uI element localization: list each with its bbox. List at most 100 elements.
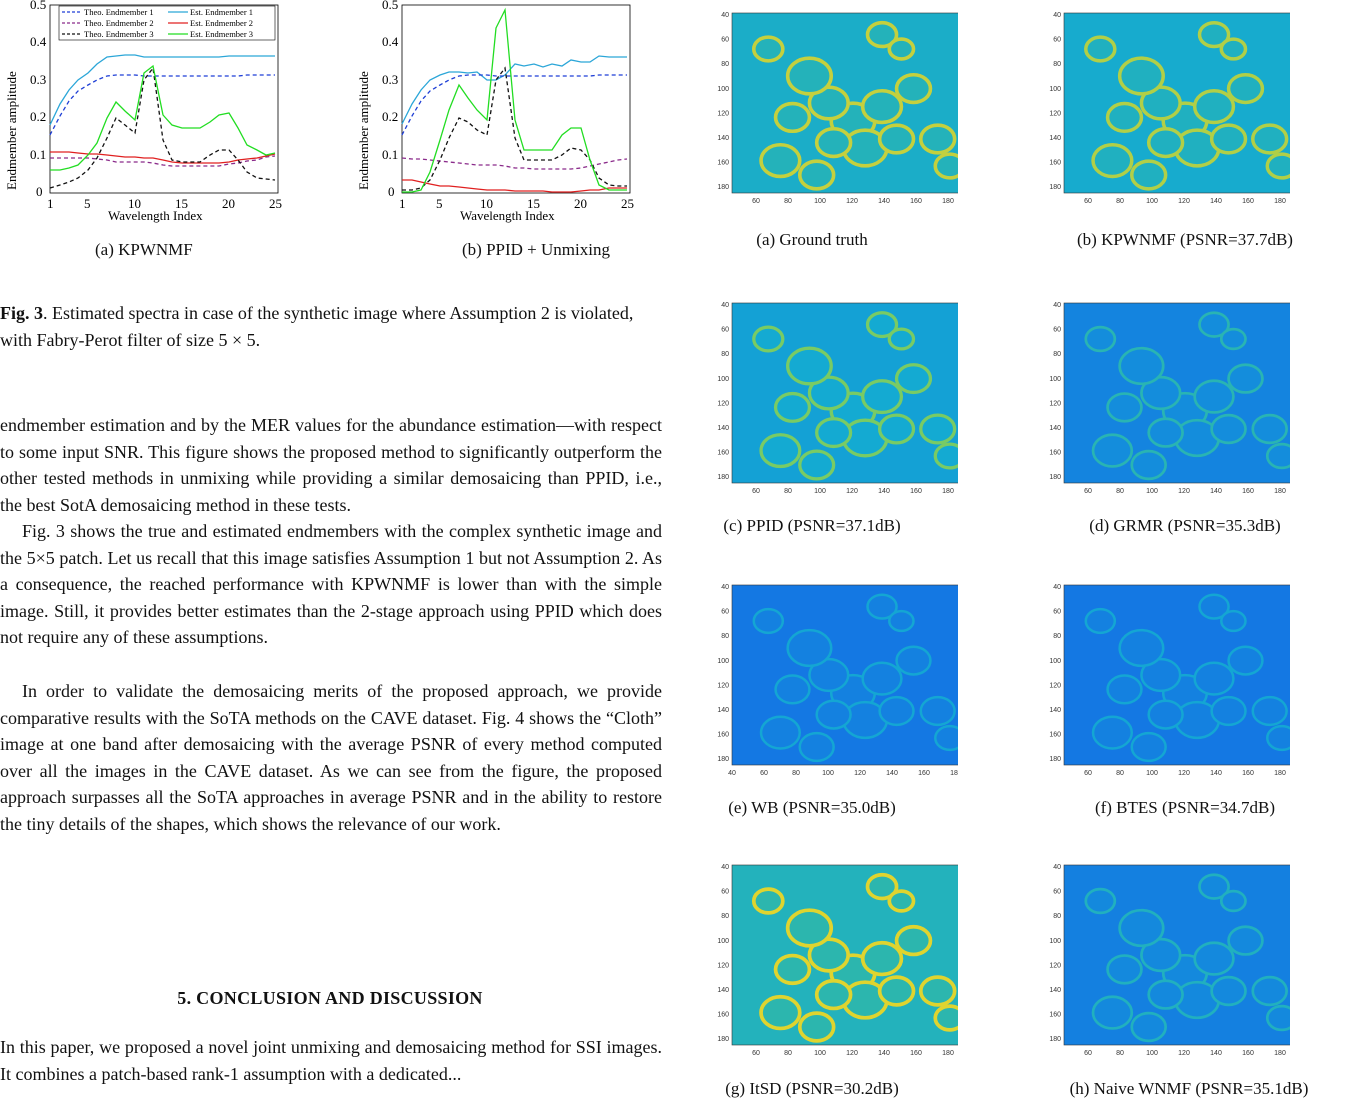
fig4-ytick: 40: [1053, 302, 1061, 309]
fig4-xtick: 100: [822, 770, 834, 777]
legend-theo2: Theo. Endmember 2: [84, 18, 154, 28]
fig4-xtick: 60: [1084, 488, 1092, 495]
fig4-xtick: 100: [1146, 198, 1158, 205]
fig4-xtick: 180: [942, 198, 954, 205]
fig4-ytick: 60: [1053, 609, 1061, 616]
fig4-xtick: 140: [1210, 488, 1222, 495]
fig4-panel: 40 60 80 100 120 140 160 180 60 80 100 120 140 160 180: [708, 857, 958, 1057]
fig4-xtick: 80: [792, 770, 800, 777]
fig4-xtick: 80: [784, 198, 792, 205]
paragraph-2: Fig. 3 shows the true and estimated endm…: [0, 521, 662, 647]
fig4-ytick: 140: [1049, 707, 1061, 714]
fig3b-ytick: 0: [388, 184, 395, 199]
fig4-caption: (b) KPWNMF (PSNR=37.7dB): [1077, 230, 1293, 249]
fig4-xtick: 100: [1146, 1050, 1158, 1057]
fig4-ytick: 120: [717, 682, 729, 689]
fig4-ytick: 80: [721, 633, 729, 640]
fig4-ytick: 40: [1053, 584, 1061, 591]
paragraph-3: In order to validate the demosaicing mer…: [0, 681, 662, 834]
fig4-ytick: 40: [721, 12, 729, 19]
fig4-ytick: 60: [1053, 327, 1061, 334]
fig4-xtick: 160: [1242, 1050, 1254, 1057]
fig4-xtick: 180: [1274, 770, 1286, 777]
fig3b-x-ticks: 1 5 10 15 20 25: [399, 196, 634, 211]
fig4-xtick: 120: [846, 488, 858, 495]
fig4-ytick: 180: [1049, 756, 1061, 763]
fig4-ytick: 40: [721, 584, 729, 591]
fig4-ytick: 100: [1049, 938, 1061, 945]
fig4-xtick: 180: [942, 488, 954, 495]
fig4-image: 40 60 80 100 120 140 160 180 60 80 100 120 140 160 180: [1049, 864, 1290, 1057]
fig4-xtick: 60: [752, 1050, 760, 1057]
fig4-xtick: 160: [910, 198, 922, 205]
fig3b-xtick: 15: [527, 196, 540, 211]
fig4-panel: 40 60 80 100 120 140 160 180 60 80 100 120 140 160 180: [1040, 295, 1290, 495]
fig3a-ytick: 0.4: [30, 34, 47, 49]
fig4-ytick: 100: [717, 658, 729, 665]
fig4-xtick: 60: [752, 488, 760, 495]
fig4-ytick: 180: [717, 474, 729, 481]
fig3a-theo1-line: [49, 74, 275, 136]
fig3a-ytick: 0.5: [30, 0, 46, 12]
fig4-xtick: 160: [918, 770, 930, 777]
fig4-ytick: 60: [721, 37, 729, 44]
fig4-panel: 40 60 80 100 120 140 160 180 60 80 100 120 140 160 180: [1040, 577, 1290, 777]
fig3b-ytick: 0.2: [382, 109, 398, 124]
fig3b-ytick: 0.3: [382, 72, 398, 87]
fig4-ytick: 140: [717, 135, 729, 142]
fig4-xtick: 60: [1084, 1050, 1092, 1057]
fig4-ytick: 60: [1053, 889, 1061, 896]
fig3b-xtick: 1: [399, 196, 406, 211]
fig4-xtick: 140: [878, 198, 890, 205]
fig4-image: 40 60 80 100 120 140 160 180 60 80 100 120 140 160 180: [1049, 302, 1290, 495]
fig4-image: 40 60 80 100 120 140 160 180 60 80 100 120 140 160 180: [1049, 12, 1290, 205]
fig4-ytick: 160: [1049, 732, 1061, 739]
fig3b-xtick: 25: [621, 196, 634, 211]
fig4-ytick: 120: [717, 400, 729, 407]
fig3a-theo2-line: [50, 155, 276, 167]
fig4-xtick: 160: [1242, 770, 1254, 777]
fig3b-theo3-line: [402, 66, 627, 191]
fig4-ytick: 60: [721, 889, 729, 896]
fig4-caption: (g) ItSD (PSNR=30.2dB): [725, 1079, 899, 1098]
fig4-xtick: 80: [1116, 1050, 1124, 1057]
fig3a-y-ticks: 0 0.1 0.2 0.3 0.4 0.5: [30, 0, 47, 199]
fig4-xtick: 120: [854, 770, 866, 777]
fig4-caption: (c) PPID (PSNR=37.1dB): [723, 516, 901, 535]
fig3a-xlabel: Wavelength Index: [108, 208, 203, 223]
fig4-ytick: 180: [1049, 474, 1061, 481]
fig4-caption: (d) GRMR (PSNR=35.3dB): [1089, 516, 1281, 535]
fig3a-est1-line: [49, 54, 275, 126]
fig4-panel: 40 60 80 100 120 140 160 180 60 80 100 120 140 160 180: [1040, 857, 1290, 1057]
fig4-panel: 40 60 80 100 120 140 160 180 60 80 100 120 140 160 180: [1040, 5, 1290, 205]
fig3a-theo3-line: [49, 66, 276, 189]
fig4-xtick: 160: [910, 488, 922, 495]
fig4-xtick: 80: [784, 1050, 792, 1057]
fig4-xtick: 100: [1146, 770, 1158, 777]
fig4-xtick: 180: [942, 1050, 954, 1057]
fig4-xtick: 140: [878, 1050, 890, 1057]
fig4-ytick: 60: [1053, 37, 1061, 44]
paragraph-4: In this paper, we proposed a novel joint…: [0, 1037, 662, 1084]
fig4-xtick: 120: [1178, 488, 1190, 495]
fig4-xtick: 80: [1116, 488, 1124, 495]
fig4-ytick: 120: [1049, 400, 1061, 407]
fig4-ytick: 100: [717, 376, 729, 383]
fig4-image: 40 60 80 100 120 140 160 180 60 80 100 120 140 160 180: [1049, 584, 1290, 777]
fig4-ytick: 120: [1049, 682, 1061, 689]
fig4-xtick: 160: [1242, 198, 1254, 205]
fig3a-xtick: 20: [222, 196, 235, 211]
fig4-ytick: 140: [1049, 987, 1061, 994]
fig3a-ytick: 0: [36, 184, 43, 199]
section-heading: 5. CONCLUSION AND DISCUSSION: [177, 988, 483, 1008]
fig4-ytick: 80: [1053, 633, 1061, 640]
legend-theo1: Theo. Endmember 1: [84, 7, 154, 17]
fig4-image: 40 60 80 100 120 140 160 180 60 80 100 120 140 160 180: [717, 302, 958, 495]
fig4-caption: (e) WB (PSNR=35.0dB): [728, 798, 896, 817]
fig4-xtick: 60: [1084, 198, 1092, 205]
fig4-caption: (a) Ground truth: [756, 230, 868, 249]
fig3b-y-ticks: 0 0.1 0.2 0.3 0.4 0.5: [382, 0, 399, 199]
fig4-ytick: 180: [1049, 184, 1061, 191]
fig4-xtick: 120: [846, 1050, 858, 1057]
fig4-ytick: 160: [717, 450, 729, 457]
